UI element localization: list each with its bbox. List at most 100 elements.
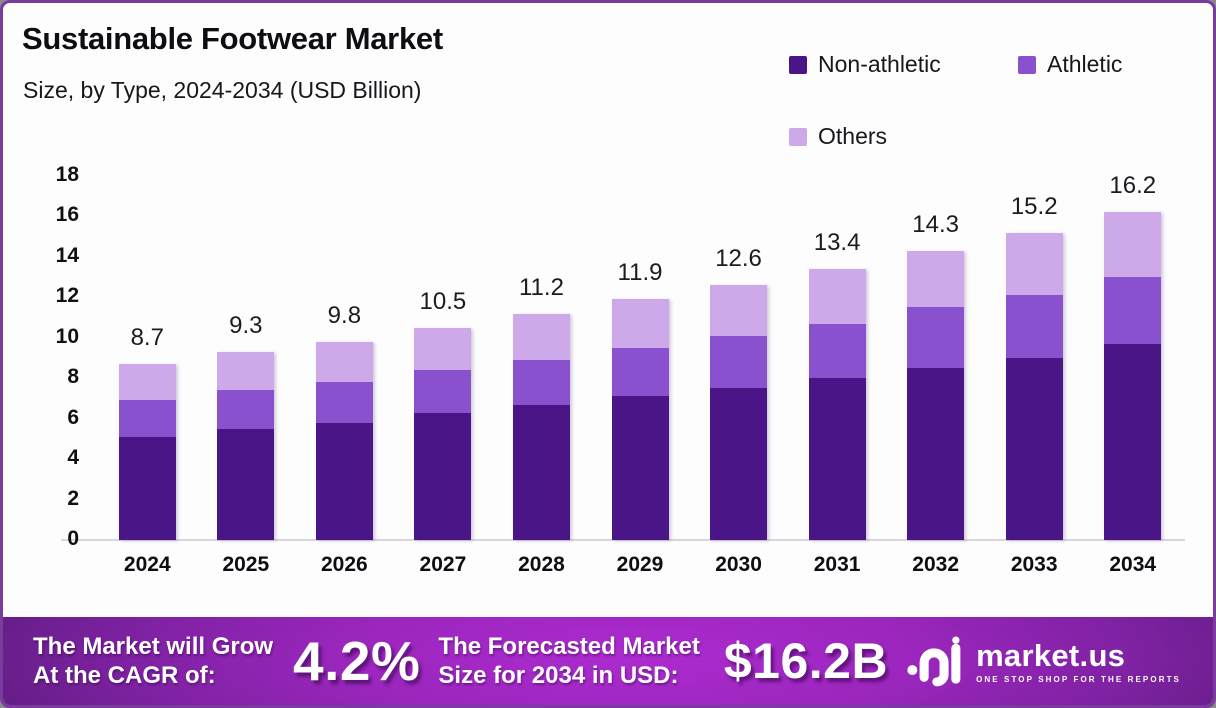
x-axis-label-2031: 2031 bbox=[813, 553, 861, 576]
x-axis-label-2024: 2024 bbox=[123, 553, 171, 576]
legend-swatch-athletic bbox=[1018, 55, 1036, 74]
legend-swatch-others bbox=[789, 127, 807, 146]
bar-segment-2030-athletic bbox=[710, 335, 768, 389]
bar-stack-2024 bbox=[118, 364, 176, 540]
bar-stack-2029 bbox=[611, 299, 669, 540]
bar-segment-2034-non-athletic bbox=[1104, 343, 1162, 540]
bar-stack-2030 bbox=[710, 285, 768, 540]
bar-segment-2027-others bbox=[414, 327, 472, 371]
bar-column-2030: 12.6 2030 bbox=[689, 176, 788, 576]
x-axis-label-2032: 2032 bbox=[912, 553, 959, 576]
bar-segment-2026-non-athletic bbox=[315, 422, 373, 540]
y-axis-tick-12: 12 bbox=[55, 284, 79, 308]
bar-segment-2031-others bbox=[808, 269, 866, 324]
bar-segment-2027-non-athletic bbox=[414, 412, 472, 540]
bar-segment-2024-non-athletic bbox=[118, 436, 176, 540]
bar-segment-2025-non-athletic bbox=[217, 428, 275, 540]
bar-segment-2033-athletic bbox=[1005, 295, 1063, 358]
bar-segment-2031-athletic bbox=[808, 323, 866, 379]
bar-column-2025: 9.3 2025 bbox=[197, 176, 296, 576]
y-axis-tick-6: 6 bbox=[67, 405, 79, 429]
y-axis-tick-4: 4 bbox=[67, 446, 79, 470]
bar-segment-2025-others bbox=[217, 351, 275, 391]
x-axis-label-2025: 2025 bbox=[222, 553, 270, 576]
x-axis-label-2026: 2026 bbox=[321, 553, 368, 576]
bar-segment-2030-non-athletic bbox=[710, 388, 768, 540]
bar-segment-2029-athletic bbox=[611, 347, 669, 397]
bar-column-2029: 11.9 2029 bbox=[591, 176, 690, 576]
bar-column-2034: 16.2 2034 bbox=[1083, 172, 1182, 576]
x-axis-label-2034: 2034 bbox=[1109, 553, 1157, 576]
legend-label-non-athletic: Non-athletic bbox=[818, 51, 941, 77]
bar-segment-2024-others bbox=[118, 364, 176, 401]
bar-segment-2029-others bbox=[611, 299, 669, 348]
x-axis-label-2033: 2033 bbox=[1010, 553, 1058, 576]
x-axis-label-2028: 2028 bbox=[518, 553, 565, 576]
bar-column-2027: 10.5 2027 bbox=[394, 176, 493, 576]
bar-stack-2031 bbox=[808, 269, 866, 540]
logo-wordmark: market.us bbox=[976, 638, 1126, 673]
bar-segment-2027-athletic bbox=[414, 370, 472, 413]
market-us-logo: market.us ONE STOP SHOP FOR THE REPORTS bbox=[906, 632, 1181, 690]
bar-column-2028: 11.2 2028 bbox=[492, 176, 591, 576]
bar-segment-2028-others bbox=[512, 313, 570, 361]
bar-segment-2024-athletic bbox=[118, 400, 176, 437]
bar-stack-2025 bbox=[217, 351, 275, 540]
bar-column-2024: 8.7 2024 bbox=[98, 176, 197, 576]
bar-segment-2025-athletic bbox=[217, 390, 275, 429]
bar-total-label-2024: 8.7 bbox=[130, 324, 164, 352]
y-axis-tick-0: 0 bbox=[67, 527, 79, 550]
bar-segment-2034-others bbox=[1104, 212, 1162, 278]
x-axis-label-2029: 2029 bbox=[616, 553, 664, 576]
cagr-value: 4.2% bbox=[293, 630, 421, 692]
x-axis-label-2030: 2030 bbox=[715, 553, 762, 576]
bar-segment-2030-others bbox=[710, 285, 768, 336]
page-title: Sustainable Footwear Market bbox=[22, 21, 443, 56]
bar-stack-2027 bbox=[414, 327, 472, 540]
bar-total-label-2031: 13.4 bbox=[813, 229, 861, 257]
bar-total-label-2033: 15.2 bbox=[1010, 192, 1058, 220]
forecast-value: $16.2B bbox=[723, 633, 889, 689]
legend-swatch-non-athletic bbox=[789, 55, 807, 74]
stacked-bar-chart: 8.7 2024 9.3 2025 9.8 2026 10.5 2027 11.2 2028 11.… bbox=[3, 3, 1213, 617]
bar-total-label-2028: 11.2 bbox=[518, 273, 564, 301]
forecast-label: The Forecasted Market Size for 2034 in U… bbox=[438, 632, 699, 691]
x-axis-line bbox=[61, 539, 1185, 541]
bar-segment-2029-non-athletic bbox=[611, 396, 669, 540]
bar-total-label-2030: 12.6 bbox=[715, 245, 762, 273]
bar-total-label-2032: 14.3 bbox=[912, 210, 959, 238]
bar-total-label-2026: 9.8 bbox=[327, 301, 362, 329]
market-us-logo-icon bbox=[907, 636, 961, 687]
bar-stack-2032 bbox=[907, 250, 965, 540]
legend-item-others: Others bbox=[789, 123, 887, 150]
logo-text-block: market.us ONE STOP SHOP FOR THE REPORTS bbox=[976, 638, 1181, 684]
bar-segment-2034-athletic bbox=[1104, 277, 1162, 344]
bar-column-2032: 14.3 2032 bbox=[886, 176, 985, 576]
y-axis-tick-2: 2 bbox=[67, 486, 79, 510]
bar-column-2033: 15.2 2033 bbox=[985, 176, 1084, 576]
bar-segment-2033-non-athletic bbox=[1005, 358, 1063, 540]
logo-tagline: ONE STOP SHOP FOR THE REPORTS bbox=[976, 675, 1181, 684]
forecast-label-line1: The Forecasted Market bbox=[438, 632, 700, 660]
bar-segment-2032-non-athletic bbox=[907, 368, 965, 540]
bottom-banner: The Market will Grow At the CAGR of: 4.2… bbox=[3, 617, 1213, 705]
bar-total-label-2034: 16.2 bbox=[1109, 172, 1157, 200]
bar-stack-2028 bbox=[512, 313, 570, 540]
bar-stack-2026 bbox=[315, 341, 373, 540]
bar-segment-2032-athletic bbox=[907, 307, 965, 369]
y-axis-tick-18: 18 bbox=[55, 163, 79, 186]
bar-column-2031: 13.4 2031 bbox=[788, 176, 887, 576]
bar-segment-2028-athletic bbox=[512, 360, 570, 405]
bar-stack-2034 bbox=[1104, 212, 1162, 540]
legend-label-others: Others bbox=[818, 123, 888, 149]
bar-total-label-2027: 10.5 bbox=[419, 287, 467, 315]
x-axis-label-2027: 2027 bbox=[419, 553, 467, 576]
cagr-label: The Market will Grow At the CAGR of: bbox=[33, 632, 273, 691]
bar-segment-2026-athletic bbox=[315, 382, 373, 423]
y-axis-tick-14: 14 bbox=[55, 243, 79, 267]
cagr-label-line1: The Market will Grow bbox=[33, 632, 274, 660]
cagr-label-line2: At the CAGR of: bbox=[33, 662, 216, 689]
bar-segment-2026-others bbox=[315, 341, 373, 383]
bar-segment-2031-non-athletic bbox=[808, 378, 866, 540]
